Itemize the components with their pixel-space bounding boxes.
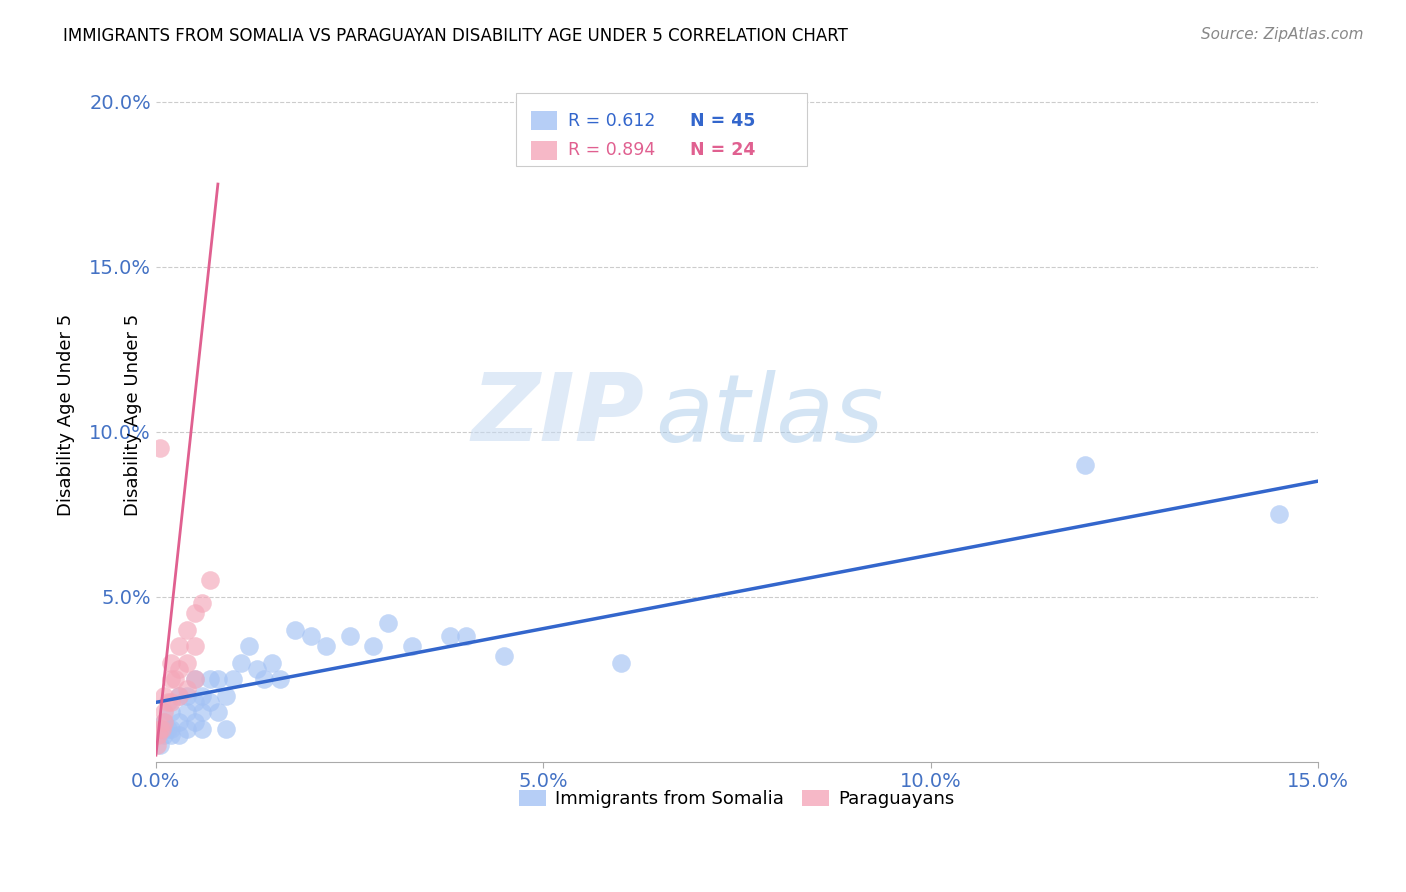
Point [191, 596, 214, 610]
Point [183, 606, 205, 620]
Point [377, 616, 399, 631]
Point [439, 629, 461, 643]
Point [176, 689, 198, 703]
Text: ZIP: ZIP [471, 369, 644, 461]
Point [609, 656, 631, 670]
Point [454, 629, 477, 643]
Point [167, 689, 190, 703]
Point [214, 722, 236, 736]
Point [191, 722, 214, 736]
Point [167, 715, 190, 730]
Text: R = 0.894: R = 0.894 [568, 141, 655, 160]
Point [253, 672, 276, 686]
Point [269, 672, 291, 686]
Text: R = 0.612: R = 0.612 [568, 112, 655, 129]
Point [150, 722, 173, 736]
Point [299, 629, 322, 643]
Point [160, 722, 183, 736]
Text: N = 24: N = 24 [690, 141, 756, 160]
FancyBboxPatch shape [516, 93, 807, 166]
Point [176, 722, 198, 736]
Point [494, 649, 516, 664]
Point [198, 672, 221, 686]
Point [160, 672, 183, 686]
Point [152, 705, 174, 719]
Point [207, 672, 229, 686]
Point [152, 715, 174, 730]
Point [231, 656, 253, 670]
Y-axis label: Disability Age Under 5: Disability Age Under 5 [124, 314, 142, 516]
Legend: Immigrants from Somalia, Paraguayans: Immigrants from Somalia, Paraguayans [512, 782, 962, 815]
Point [152, 715, 174, 730]
Text: N = 45: N = 45 [690, 112, 756, 129]
Point [146, 739, 169, 753]
FancyBboxPatch shape [531, 111, 557, 130]
Point [156, 722, 179, 736]
Point [361, 639, 384, 653]
Point [149, 441, 172, 455]
Point [183, 695, 205, 709]
FancyBboxPatch shape [531, 141, 557, 160]
Point [339, 629, 361, 643]
Point [214, 689, 236, 703]
Point [176, 656, 198, 670]
Point [156, 695, 179, 709]
Point [183, 672, 205, 686]
Point [198, 695, 221, 709]
Point [149, 739, 172, 753]
Point [167, 728, 190, 742]
Text: atlas: atlas [655, 369, 884, 460]
Point [401, 639, 423, 653]
Point [165, 672, 187, 686]
Point [160, 728, 183, 742]
Point [238, 639, 260, 653]
Point [183, 639, 205, 653]
Point [152, 689, 174, 703]
Point [148, 728, 170, 742]
Text: IMMIGRANTS FROM SOMALIA VS PARAGUAYAN DISABILITY AGE UNDER 5 CORRELATION CHART: IMMIGRANTS FROM SOMALIA VS PARAGUAYAN DI… [63, 27, 848, 45]
Point [222, 672, 245, 686]
Point [246, 662, 269, 676]
Point [176, 705, 198, 719]
Point [167, 689, 190, 703]
Point [152, 728, 174, 742]
Point [160, 705, 183, 719]
Point [160, 695, 183, 709]
Point [176, 623, 198, 637]
Point [1268, 507, 1291, 521]
Y-axis label: Disability Age Under 5: Disability Age Under 5 [58, 314, 75, 516]
Point [149, 722, 172, 736]
Point [183, 672, 205, 686]
Point [191, 705, 214, 719]
Point [315, 639, 337, 653]
Point [207, 705, 229, 719]
Point [160, 656, 183, 670]
Point [198, 573, 221, 587]
Text: Source: ZipAtlas.com: Source: ZipAtlas.com [1201, 27, 1364, 42]
Point [262, 656, 284, 670]
Point [167, 639, 190, 653]
Point [191, 689, 214, 703]
Point [183, 715, 205, 730]
Point [176, 682, 198, 697]
Point [284, 623, 307, 637]
Point [1074, 458, 1097, 472]
Point [167, 662, 190, 676]
